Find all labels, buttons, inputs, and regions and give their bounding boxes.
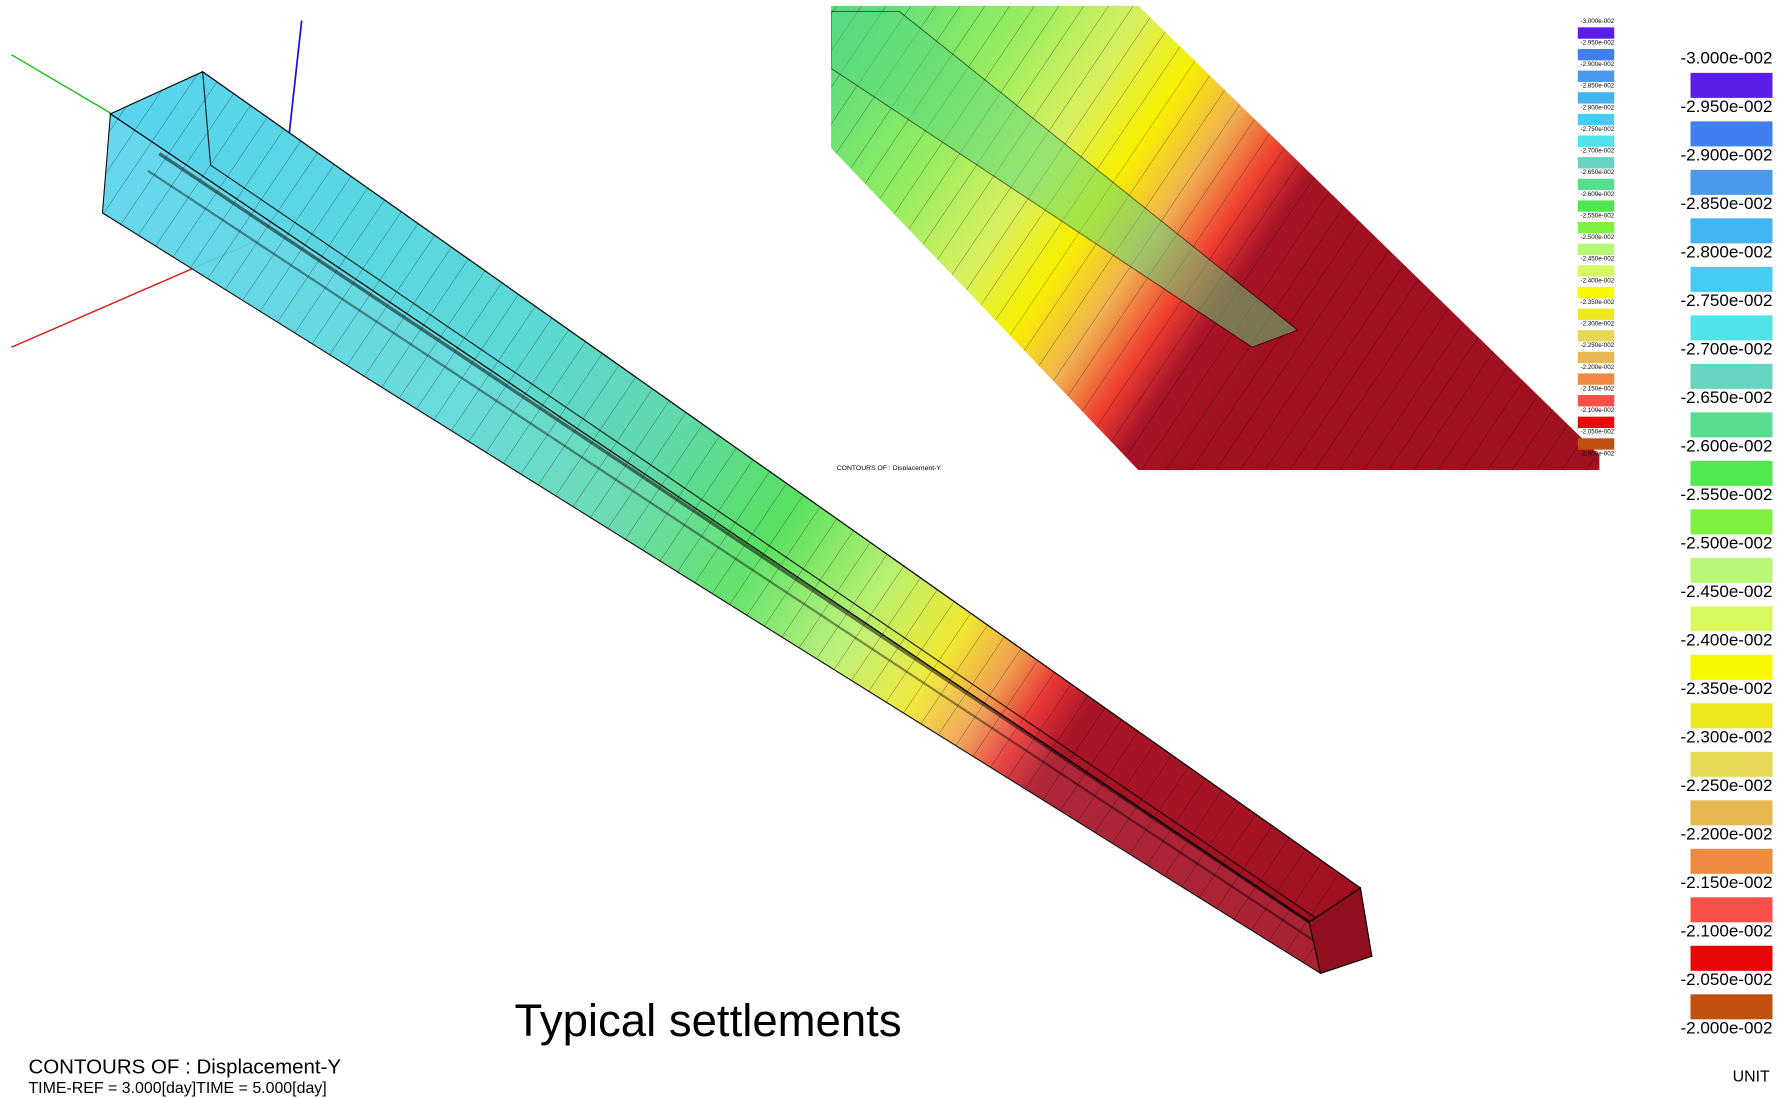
inset-legend-swatch: [1577, 200, 1615, 212]
time-info: TIME-REF = 3.000[day]TIME = 5.000[day]: [28, 1080, 326, 1097]
inset-legend-swatch: [1577, 178, 1615, 191]
inset-legend-label: -2.850e-002: [1581, 83, 1615, 90]
inset-legend-label: -2.800e-002: [1581, 104, 1615, 111]
legend-label: -2.950e-002: [1680, 97, 1772, 116]
inset-legend-label: -2.550e-002: [1581, 212, 1615, 219]
inset-legend-swatch: [1577, 48, 1615, 61]
legend-swatch: [1690, 266, 1773, 292]
legend-swatch: [1690, 945, 1773, 971]
inset-legend-swatch: [1577, 395, 1615, 407]
inset-legend-label: -2.450e-002: [1581, 256, 1615, 263]
legend-label: -2.750e-002: [1680, 291, 1772, 310]
legend-swatch: [1690, 606, 1773, 632]
caption: Typical settlements: [515, 995, 902, 1046]
legend-swatch: [1690, 800, 1773, 826]
legend-swatch: [1690, 654, 1773, 680]
legend-swatch: [1690, 994, 1773, 1020]
legend-swatch: [1690, 412, 1773, 438]
inset-legend-swatch: [1577, 373, 1615, 385]
legend-label: -2.100e-002: [1680, 922, 1772, 941]
inset-legend-label: -2.700e-002: [1581, 148, 1615, 155]
legend-swatch: [1690, 751, 1773, 777]
inset-legend-label: -2.900e-002: [1581, 61, 1615, 68]
inset-legend-label: -2.600e-002: [1581, 191, 1615, 198]
inset-legend-label: -2.750e-002: [1581, 126, 1615, 133]
inset-legend-swatch: [1577, 70, 1615, 82]
legend-swatch: [1690, 218, 1773, 244]
legend-label: -2.250e-002: [1680, 776, 1772, 795]
legend-swatch: [1690, 460, 1773, 486]
inset-legend-label: -3.000e-002: [1581, 18, 1615, 25]
legend-swatch: [1690, 169, 1773, 195]
legend-label: -2.400e-002: [1680, 631, 1772, 650]
legend-label: -2.700e-002: [1680, 340, 1772, 359]
inset-legend-swatch: [1577, 265, 1615, 277]
legend-label: -2.600e-002: [1680, 437, 1772, 456]
legend-swatch: [1690, 315, 1773, 341]
inset-legend-label: -2.950e-002: [1581, 39, 1615, 46]
inset-legend-swatch: [1577, 330, 1615, 342]
inset-legend-swatch: [1577, 27, 1615, 39]
legend-label: -2.900e-002: [1680, 146, 1772, 165]
inset-legend-label: -2.400e-002: [1581, 277, 1615, 284]
inset-view: CONTOURS OF : Displacement-Y: [831, 5, 1600, 472]
inset-legend-swatch: [1577, 157, 1615, 169]
legend-swatch: [1690, 363, 1773, 389]
legend-label: -2.500e-002: [1680, 534, 1772, 553]
legend-label: -2.800e-002: [1680, 243, 1772, 262]
inset-legend-swatch: [1577, 286, 1615, 299]
beam-model: [101, 70, 1373, 975]
legend-swatch: [1690, 557, 1773, 583]
inset-legend-label: -2.200e-002: [1581, 364, 1615, 371]
inset-legend-label: -2.300e-002: [1581, 321, 1615, 328]
legend-label: -2.650e-002: [1680, 388, 1772, 407]
legend-swatch: [1690, 509, 1773, 535]
inset-legend-label: -2.350e-002: [1581, 299, 1615, 306]
inset-legend-swatch: [1577, 221, 1615, 234]
legend-swatch: [1690, 848, 1773, 874]
legend-label: -2.000e-002: [1680, 1019, 1772, 1038]
inset-legend-swatch: [1577, 351, 1615, 364]
inset-legend-label: -2.000e-002: [1581, 450, 1615, 457]
inset-legend-label: -2.150e-002: [1581, 385, 1615, 392]
contour-title: CONTOURS OF : Displacement-Y: [28, 1056, 341, 1079]
inset-legend-swatch: [1577, 416, 1615, 429]
legend-label: -2.050e-002: [1680, 970, 1772, 989]
legend-swatch: [1690, 703, 1773, 729]
inset-legend: -3.000e-002 -2.950e-002 -2.900e-002 -2.850e…: [1577, 18, 1615, 457]
inset-legend-label: -2.250e-002: [1581, 342, 1615, 349]
legend-label: -3.000e-002: [1680, 49, 1772, 68]
unit-label: UNIT: [1733, 1068, 1770, 1085]
inset-legend-label: -2.050e-002: [1581, 429, 1615, 436]
inset-legend-label: -2.500e-002: [1581, 234, 1615, 241]
legend-label: -2.200e-002: [1680, 825, 1772, 844]
legend-swatch: [1690, 72, 1773, 98]
legend-label: -2.350e-002: [1680, 679, 1772, 698]
legend: -3.000e-002 -2.950e-002 -2.900e-002 -2.850e…: [1680, 49, 1773, 1038]
inset-contour-title: CONTOURS OF : Displacement-Y: [837, 465, 942, 472]
inset-legend-swatch: [1577, 92, 1615, 104]
inset-legend-swatch: [1577, 113, 1615, 126]
legend-label: -2.300e-002: [1680, 728, 1772, 747]
inset-legend-swatch: [1577, 308, 1615, 320]
legend-label: -2.150e-002: [1680, 873, 1772, 892]
inset-legend-swatch: [1577, 243, 1615, 256]
inset-legend-label: -2.650e-002: [1581, 169, 1615, 176]
legend-label: -2.450e-002: [1680, 582, 1772, 601]
inset-legend-label: -2.100e-002: [1581, 407, 1615, 414]
inset-legend-swatch: [1577, 438, 1615, 450]
legend-label: -2.850e-002: [1680, 194, 1772, 213]
legend-swatch: [1690, 897, 1773, 923]
inset-legend-swatch: [1577, 135, 1615, 147]
legend-label: -2.550e-002: [1680, 485, 1772, 504]
legend-swatch: [1690, 121, 1773, 147]
